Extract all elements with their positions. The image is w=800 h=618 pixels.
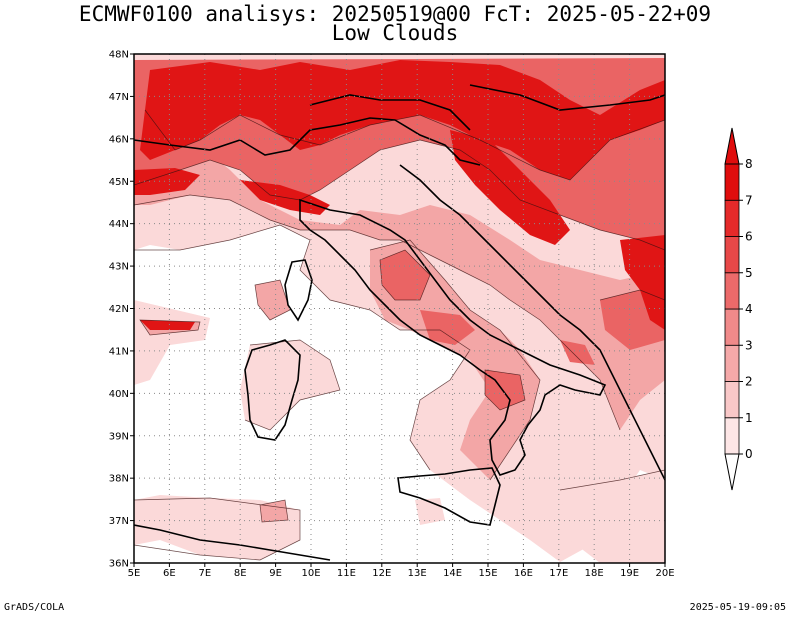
lon-tick-label: 7E [198,568,211,579]
colorbar-label: 6 [745,230,753,244]
colorbar-label: 0 [745,447,753,461]
colorbar-segment [724,236,740,274]
colorbar-segment [724,344,740,382]
colorbar-label: 4 [745,302,753,316]
lat-tick-label: 41N [109,346,129,357]
lon-tick-label: 12E [372,568,391,579]
lat-tick-label: 40N [109,389,129,400]
lon-tick-label: 9E [269,568,282,579]
colorbar-label: 2 [745,375,753,389]
colorbar-label: 5 [745,266,753,280]
colorbar: 0 1 2 3 4 5 6 7 8 [724,127,753,491]
lon-tick-label: 8E [234,568,247,579]
footer-credit: GrADS/COLA [4,602,65,613]
lat-tick-label: 39N [109,431,129,442]
lat-tick-label: 43N [109,262,129,273]
lat-tick-label: 42N [109,304,129,315]
colorbar-label: 1 [745,411,753,425]
lat-tick-label: 36N [109,559,129,570]
lat-tick-label: 45N [109,177,129,188]
lon-tick-label: 16E [514,568,533,579]
lon-tick-label: 6E [163,568,176,579]
lon-tick-label: 5E [128,568,141,579]
lon-tick-label: 10E [301,568,320,579]
lon-tick-label: 14E [443,568,462,579]
lat-tick-label: 47N [109,92,129,103]
lat-tick-label: 46N [109,134,129,145]
lon-tick-label: 11E [337,568,356,579]
colorbar-label: 3 [745,338,753,352]
colorbar-label: 7 [745,193,753,207]
colorbar-max-arrow [724,127,740,165]
lon-tick-label: 18E [585,568,604,579]
footer-timestamp: 2025-05-19-09:05 [689,602,786,613]
colorbar-segment [724,272,740,310]
colorbar-segment [724,308,740,346]
lon-tick-label: 17E [549,568,568,579]
colorbar-segment [724,417,740,455]
colorbar-min-arrow [724,453,740,491]
lon-tick-label: 19E [620,568,639,579]
colorbar-segment [724,163,740,201]
lat-tick-label: 48N [109,50,129,61]
graticule [134,54,665,563]
lon-tick-label: 15E [478,568,497,579]
cloud-field [134,54,665,563]
lat-tick-label: 44N [109,219,129,230]
cloud-region-max [140,60,665,180]
lat-tick-label: 38N [109,474,129,485]
longitude-axis: 5E 6E 7E 8E 9E 10E 11E 12E 13E 14E 15E 16E 17E 18E 19E… [128,563,675,579]
chart-subtitle: Low Clouds [331,21,459,45]
lon-tick-label: 20E [655,568,674,579]
colorbar-segment [724,199,740,237]
lat-tick-label: 37N [109,516,129,527]
colorbar-label: 8 [745,157,753,171]
chart-title: ECMWF0100 analisys: 20250519@00 FcT: 202… [78,2,712,26]
latitude-axis: 48N 47N 46N 45N 44N 43N 42N 41N 40N 39N 38N 37N 36N [109,50,134,570]
colorbar-segment [724,381,740,419]
lon-tick-label: 13E [408,568,427,579]
